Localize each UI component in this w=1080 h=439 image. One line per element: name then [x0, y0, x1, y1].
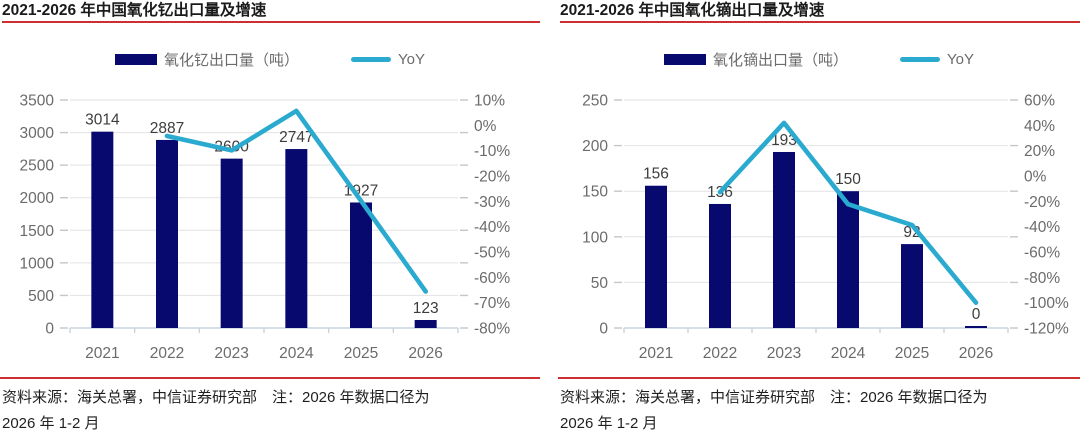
x-axis-label-2022: 2022	[703, 345, 737, 362]
bar-2026	[414, 319, 437, 328]
right-axis-tick-label: -120%	[1024, 321, 1069, 338]
bar-series-swatch	[664, 53, 706, 65]
left-axis-tick-label: 3500	[20, 93, 55, 110]
chart-panel-yttrium-oxide: 2021-2026 年中国氧化钇出口量及增速 氧化钇出口量（吨） YoY 350…	[0, 0, 540, 437]
right-axis-tick-label: -30%	[474, 194, 510, 211]
right-axis-tick-label: 60%	[1024, 93, 1055, 110]
bar-data-label-2021: 156	[643, 166, 669, 183]
right-axis-tick-label: 10%	[474, 93, 505, 110]
bar-data-label-2022: 2887	[150, 120, 184, 137]
bar-2021	[645, 185, 667, 328]
right-axis-tick-label: -20%	[1024, 194, 1060, 211]
right-axis-tick-label: 0%	[474, 118, 497, 135]
right-axis-tick-label: -40%	[1024, 219, 1060, 236]
right-axis-tick-label: -60%	[1024, 245, 1060, 262]
x-axis-label-2023: 2023	[214, 345, 248, 362]
x-axis-label-2025: 2025	[895, 345, 929, 362]
combo-chart-yttrium-oxide: 3500 3000 2500 2000 1500 1000 500 0 10% 0% -10% -20…	[20, 93, 511, 363]
combo-chart-dysprosium-oxide: 250 200 150 100 50 0 60% 40% 20% 0% -20% -40% -60% -8…	[582, 93, 1069, 363]
bar-data-label-2021: 3014	[85, 112, 120, 129]
bar-data-label-2023: 193	[771, 132, 797, 149]
x-axis-label-2024: 2024	[279, 345, 314, 362]
x-axis-label-2022: 2022	[150, 345, 184, 362]
right-axis-tick-label: -100%	[1024, 295, 1069, 312]
x-axis-label-2021: 2021	[85, 345, 119, 362]
right-axis-tick-label: -60%	[474, 270, 510, 287]
legend: 氧化镝出口量（吨） YoY	[558, 48, 1080, 70]
yoy-line	[717, 120, 979, 305]
bar-data-label-2026: 123	[413, 300, 439, 317]
left-axis-tick-label: 1000	[20, 255, 55, 272]
chart-title: 2021-2026 年中国氧化钇出口量及增速	[2, 0, 540, 23]
left-axis-tick-label: 2000	[20, 190, 55, 207]
left-axis-tick-label: 3000	[20, 125, 55, 142]
bar-data-label-2024: 2747	[279, 129, 313, 146]
left-axis-tick-label: 250	[582, 93, 608, 110]
source-note-line2: 2026 年 1-2 月	[2, 415, 100, 432]
bar-2024	[285, 149, 308, 328]
right-axis-tick-label: 40%	[1024, 118, 1055, 135]
right-axis-tick-label: -70%	[474, 295, 510, 312]
x-axis-label-2024: 2024	[831, 345, 866, 362]
x-axis-label-2021: 2021	[639, 345, 673, 362]
source-note: 资料来源：海关总署，中信证券研究部 注：2026 年数据口径为 2026 年 1…	[558, 377, 1080, 437]
source-note: 资料来源：海关总署，中信证券研究部 注：2026 年数据口径为 2026 年 1…	[0, 377, 540, 437]
legend-item-line-series: YoY	[351, 51, 425, 68]
left-axis-tick-label: 200	[582, 138, 608, 155]
bar-2023	[220, 158, 243, 328]
line-series-swatch	[900, 56, 941, 62]
chart-title: 2021-2026 年中国氧化镝出口量及增速	[560, 0, 1080, 23]
left-axis-tick-label: 100	[582, 229, 608, 246]
legend-item-line-series: YoY	[900, 51, 974, 68]
bar-series-swatch	[115, 53, 157, 65]
legend-label: 氧化镝出口量（吨）	[713, 51, 849, 69]
left-axis-tick-label: 150	[582, 184, 608, 201]
left-axis-tick-label: 0	[45, 321, 54, 338]
chart-panel-dysprosium-oxide: 2021-2026 年中国氧化镝出口量及增速 氧化镝出口量（吨） YoY 250…	[558, 0, 1080, 439]
left-axis-tick-label: 2500	[20, 158, 55, 175]
bar-data-label-2024: 150	[835, 171, 861, 188]
right-axis-tick-label: -80%	[1024, 270, 1060, 287]
right-axis-tick-label: -80%	[474, 321, 510, 338]
bar-2025	[901, 244, 923, 328]
right-axis-tick-label: 20%	[1024, 143, 1055, 160]
bar-2022	[709, 203, 731, 328]
right-axis-tick-label: 0%	[1024, 169, 1047, 186]
bar-2023	[773, 151, 795, 328]
left-axis-tick-label: 1500	[20, 223, 55, 240]
left-axis-tick-label: 50	[591, 275, 609, 292]
source-note-line2: 2026 年 1-2 月	[560, 415, 658, 432]
right-axis-tick-label: -40%	[474, 219, 510, 236]
line-series-swatch	[351, 56, 392, 62]
right-axis-tick-label: -10%	[474, 143, 510, 160]
left-axis-tick-label: 500	[28, 288, 54, 305]
bar-2022	[156, 139, 178, 328]
yoy-line	[164, 108, 429, 294]
x-axis-label-2025: 2025	[344, 345, 378, 362]
left-axis-tick-label: 0	[599, 321, 608, 338]
source-note-line1: 资料来源：海关总署，中信证券研究部 注：2026 年数据口径为	[2, 389, 430, 406]
bar-2026	[965, 326, 987, 328]
bar-2025	[350, 202, 372, 328]
legend-label: 氧化钇出口量（吨）	[164, 51, 300, 69]
legend-item-bar-series: 氧化镝出口量（吨）	[664, 49, 848, 70]
source-note-line1: 资料来源：海关总署，中信证券研究部 注：2026 年数据口径为	[560, 389, 988, 406]
bar-2021	[91, 131, 114, 328]
legend-label: YoY	[398, 50, 425, 68]
bar-data-label-2026: 0	[972, 306, 981, 323]
x-axis-label-2023: 2023	[767, 345, 801, 362]
right-axis-tick-label: -20%	[474, 169, 510, 186]
right-axis-tick-label: -50%	[474, 245, 510, 262]
x-axis-label-2026: 2026	[959, 345, 993, 362]
x-axis-label-2026: 2026	[408, 345, 442, 362]
bar-2024	[837, 191, 859, 328]
legend-item-bar-series: 氧化钇出口量（吨）	[115, 49, 299, 70]
legend: 氧化钇出口量（吨） YoY	[0, 48, 540, 70]
legend-label: YoY	[947, 50, 974, 68]
